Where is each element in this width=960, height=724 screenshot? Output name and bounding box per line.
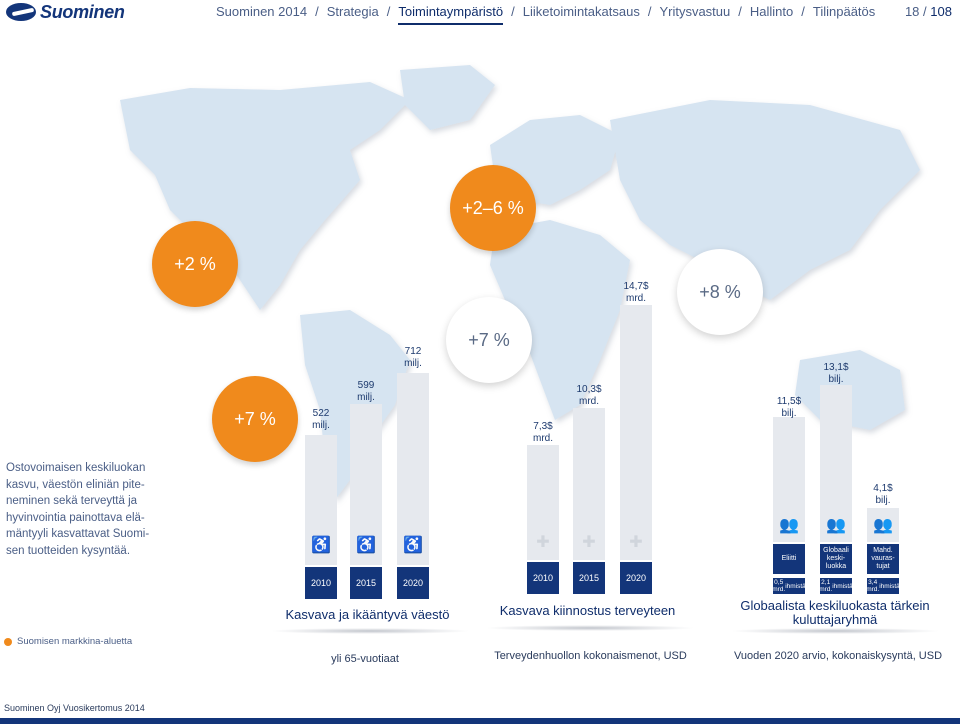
greenland-shape: [400, 65, 495, 130]
population-bar-2010: [305, 435, 337, 565]
orange-dot-icon: [4, 637, 12, 646]
africa-shape: [490, 220, 630, 420]
page-counter: 18 / 108: [905, 4, 952, 19]
page-current: 18: [904, 4, 920, 19]
health-cross-icon: ✚: [582, 534, 596, 551]
nav-hallinto[interactable]: Hallinto: [749, 4, 794, 19]
health-value-2010: 7,3$ mrd.: [533, 421, 553, 444]
breadcrumb-nav: Suominen 2014 / Strategia / Toimintaympä…: [216, 4, 875, 25]
middleclass-bar-globaali: [820, 385, 852, 542]
elderly-person-icon: ♿: [311, 537, 331, 554]
middleclass-value-mahd: 4,1$ bilj.: [873, 483, 893, 506]
population-caption: yli 65-vuotiaat: [331, 653, 399, 665]
health-heading: Kasvava kiinnostus terveyteen: [499, 603, 676, 618]
middleclass-bar-mahd: [867, 508, 899, 542]
population-heading: Kasvava ja ikääntyvä väestö: [285, 607, 450, 622]
middleclass-people-globaali: 2,1 mrd. ihmistä: [819, 578, 853, 594]
health-year-2015: 2015: [573, 562, 605, 594]
middleclass-people-eliitti: 0,5 mrd. ihmistä: [772, 578, 806, 594]
nav-liiketoimintakatsaus[interactable]: Liiketoimintakatsaus: [522, 4, 640, 19]
middleclass-caption: Vuoden 2020 arvio, kokonaiskysyntä, USD: [733, 650, 943, 662]
nav-toimintaymparisto[interactable]: Toimintaympäristö: [398, 4, 504, 25]
nav-separator: /: [738, 4, 742, 19]
footer-bar: [0, 718, 960, 724]
nav-separator: /: [386, 4, 391, 19]
middleclass-bar-eliitti: [773, 417, 805, 542]
nav-separator: /: [511, 4, 515, 19]
population-value-2010: 522 milj.: [312, 408, 330, 431]
nav-strategia[interactable]: Strategia: [326, 4, 379, 19]
health-value-2015: 10,3$ mrd.: [576, 384, 602, 407]
nav-yritysvastuu[interactable]: Yritysvastuu: [659, 4, 731, 19]
elderly-person-icon: ♿: [356, 537, 376, 554]
nav-separator: /: [801, 4, 805, 19]
health-cross-icon: ✚: [629, 534, 643, 551]
middleclass-heading: Globaalista keskiluokasta tärkein kulutta…: [740, 598, 930, 627]
logo-icon: [6, 3, 36, 21]
middleclass-value-globaali: 13,1$ bilj.: [823, 362, 849, 385]
suominen-logo[interactable]: Suominen: [6, 2, 125, 22]
health-value-2020: 14,7$ mrd.: [623, 281, 649, 304]
asia-shape: [610, 100, 920, 300]
health-bar-2010: [527, 445, 559, 560]
region-growth-asia: +8 %: [677, 249, 763, 335]
intro-text: Ostovoimaisen keskiluokan kasvu, väestön…: [6, 462, 150, 557]
nav-tilinpaatos[interactable]: Tilinpäätös: [812, 4, 876, 19]
health-year-2010: 2010: [527, 562, 559, 594]
region-growth-south-america: +7 %: [212, 376, 298, 462]
health-year-2020: 2020: [620, 562, 652, 594]
middleclass-value-eliitti: 11,5$ bilj.: [776, 396, 802, 419]
north-america-shape: [120, 82, 410, 310]
health-caption: Terveydenhuollon kokonaismenot, USD: [494, 650, 687, 662]
people-group-icon: 👥: [873, 517, 893, 534]
population-year-2010: 2010: [305, 567, 337, 599]
logo-text: Suominen: [40, 1, 125, 22]
region-growth-north-america: +2 %: [152, 221, 238, 307]
health-cross-icon: ✚: [536, 534, 550, 551]
nav-separator: /: [647, 4, 652, 19]
health-bar-2020: [620, 305, 652, 560]
legend: Suomisen markkina-aluetta: [4, 636, 132, 647]
population-bar-2020: [397, 373, 429, 565]
region-growth-europe: +2–6 %: [450, 165, 536, 251]
middleclass-category-eliitti: Eliitti: [773, 544, 805, 574]
population-year-2020: 2020: [397, 567, 429, 599]
middleclass-people-mahd: 3,4 mrd. ihmistä: [866, 578, 900, 594]
nav-suominen-2014[interactable]: Suominen 2014: [216, 4, 308, 19]
middleclass-category-mahd: Mahd. vauras- tujat: [867, 544, 899, 574]
elderly-person-icon: ♿: [403, 537, 423, 554]
middleclass-category-globaali: Globaali keski- luokka: [820, 544, 852, 574]
population-bar-2015: [350, 404, 382, 565]
population-year-2015: 2015: [350, 567, 382, 599]
legend-label: Suomisen markkina-aluetta: [17, 636, 133, 647]
population-value-2020: 712 milj.: [404, 346, 422, 369]
divider-shadow: [730, 628, 940, 634]
page-separator: /: [923, 4, 927, 19]
nav-separator: /: [315, 4, 319, 19]
divider-shadow: [485, 625, 695, 631]
footer-text: Suominen Oyj Vuosikertomus 2014: [4, 703, 145, 713]
people-group-icon: 👥: [779, 517, 799, 534]
page-total: 108: [930, 4, 952, 19]
divider-shadow: [270, 628, 470, 634]
region-growth-africa: +7 %: [446, 297, 532, 383]
health-bar-2015: [573, 408, 605, 560]
people-group-icon: 👥: [826, 517, 846, 534]
population-value-2015: 599 milj.: [357, 380, 375, 403]
